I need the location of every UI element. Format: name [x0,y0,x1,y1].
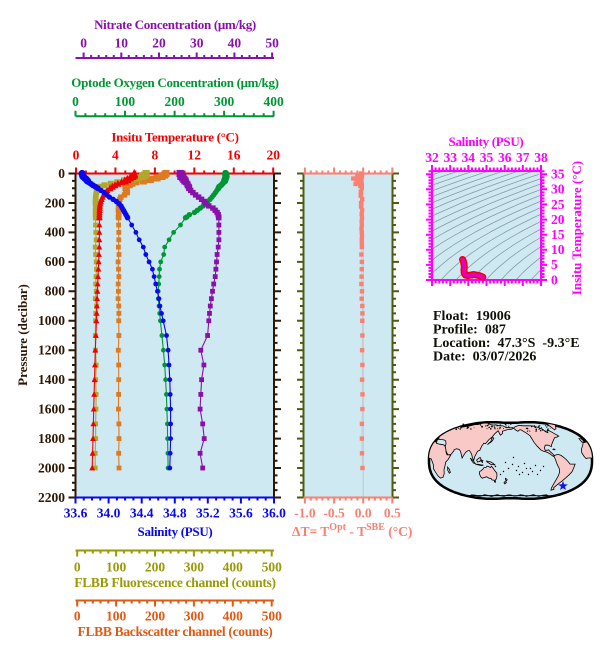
svg-text:Insitu Temperature (°C): Insitu Temperature (°C) [111,130,238,145]
svg-text:Float: 19006: Float: 19006 [433,309,511,324]
svg-text:1800: 1800 [38,431,65,446]
svg-text:34.8: 34.8 [163,506,187,521]
svg-text:800: 800 [45,284,66,299]
svg-text:400: 400 [263,94,284,109]
svg-text:ΔT= TOpt - TSBE (°C): ΔT= TOpt - TSBE (°C) [292,522,412,539]
svg-text:0: 0 [74,560,81,575]
svg-text:34.4: 34.4 [130,506,154,521]
svg-text:Location: 47.3°S -9.3°E: Location: 47.3°S -9.3°E [433,336,580,351]
svg-text:15: 15 [551,227,565,242]
svg-text:35.2: 35.2 [196,506,220,521]
svg-text:Date: 03/07/2026: Date: 03/07/2026 [433,350,536,365]
svg-text:20: 20 [266,148,280,163]
svg-text:36.0: 36.0 [262,506,286,521]
svg-text:Profile: 087: Profile: 087 [433,323,506,338]
svg-text:33: 33 [443,150,457,165]
svg-text:10: 10 [551,242,565,257]
svg-text:32: 32 [425,150,439,165]
svg-text:35: 35 [480,150,494,165]
svg-text:Insitu Temperature (°C): Insitu Temperature (°C) [569,161,584,295]
svg-text:12: 12 [188,148,202,163]
svg-text:34.0: 34.0 [97,506,121,521]
svg-text:FLBB Fluorescence channel (cou: FLBB Fluorescence channel (counts) [74,575,275,590]
svg-text:200: 200 [45,195,66,210]
svg-text:1400: 1400 [38,372,65,387]
svg-text:4: 4 [112,148,119,163]
svg-text:400: 400 [45,225,66,240]
svg-text:37: 37 [516,150,530,165]
svg-text:2000: 2000 [38,460,65,475]
svg-text:0: 0 [74,609,81,624]
svg-text:36: 36 [498,150,512,165]
svg-text:30: 30 [190,36,204,51]
svg-text:35: 35 [551,167,565,182]
svg-text:400: 400 [223,609,244,624]
svg-text:200: 200 [164,94,185,109]
svg-text:25: 25 [551,197,565,212]
svg-text:0: 0 [551,272,558,287]
svg-text:400: 400 [223,560,244,575]
svg-text:-1.0: -1.0 [294,506,316,521]
svg-text:1600: 1600 [38,401,65,416]
svg-text:0: 0 [73,148,80,163]
svg-text:100: 100 [106,609,127,624]
svg-text:500: 500 [262,560,283,575]
svg-text:20: 20 [152,36,166,51]
svg-text:Salinity (PSU): Salinity (PSU) [449,134,524,149]
svg-text:1200: 1200 [38,343,65,358]
svg-text:300: 300 [214,94,235,109]
svg-text:0.0: 0.0 [355,506,372,521]
svg-text:20: 20 [551,212,565,227]
svg-text:5: 5 [551,257,558,272]
svg-text:Pressure (decibar): Pressure (decibar) [15,284,30,386]
svg-text:0: 0 [80,36,87,51]
svg-text:35.6: 35.6 [229,506,253,521]
svg-text:38: 38 [534,150,548,165]
svg-text:500: 500 [262,609,283,624]
svg-text:2200: 2200 [38,490,65,505]
svg-text:16: 16 [227,148,241,163]
svg-text:0.5: 0.5 [384,506,401,521]
svg-text:100: 100 [106,560,127,575]
svg-text:200: 200 [145,609,166,624]
svg-text:300: 300 [184,560,205,575]
svg-text:Optode Oxygen Concentration (μ: Optode Oxygen Concentration (μm/kg) [71,75,278,90]
svg-text:30: 30 [551,182,565,197]
svg-text:600: 600 [45,254,66,269]
svg-text:1000: 1000 [38,313,65,328]
svg-text:34: 34 [462,150,476,165]
svg-text:8: 8 [152,148,159,163]
svg-text:0: 0 [72,94,79,109]
svg-text:10: 10 [115,36,129,51]
svg-text:40: 40 [228,36,242,51]
svg-text:300: 300 [184,609,205,624]
svg-text:Nitrate Concentration (μm/kg): Nitrate Concentration (μm/kg) [94,17,256,32]
svg-text:50: 50 [265,36,279,51]
svg-text:100: 100 [115,94,136,109]
svg-text:33.6: 33.6 [64,506,88,521]
svg-text:-0.5: -0.5 [323,506,345,521]
svg-text:200: 200 [145,560,166,575]
svg-text:Salinity (PSU): Salinity (PSU) [138,524,213,539]
svg-text:0: 0 [58,166,65,181]
svg-text:FLBB Backscatter channel (coun: FLBB Backscatter channel (counts) [78,624,273,639]
